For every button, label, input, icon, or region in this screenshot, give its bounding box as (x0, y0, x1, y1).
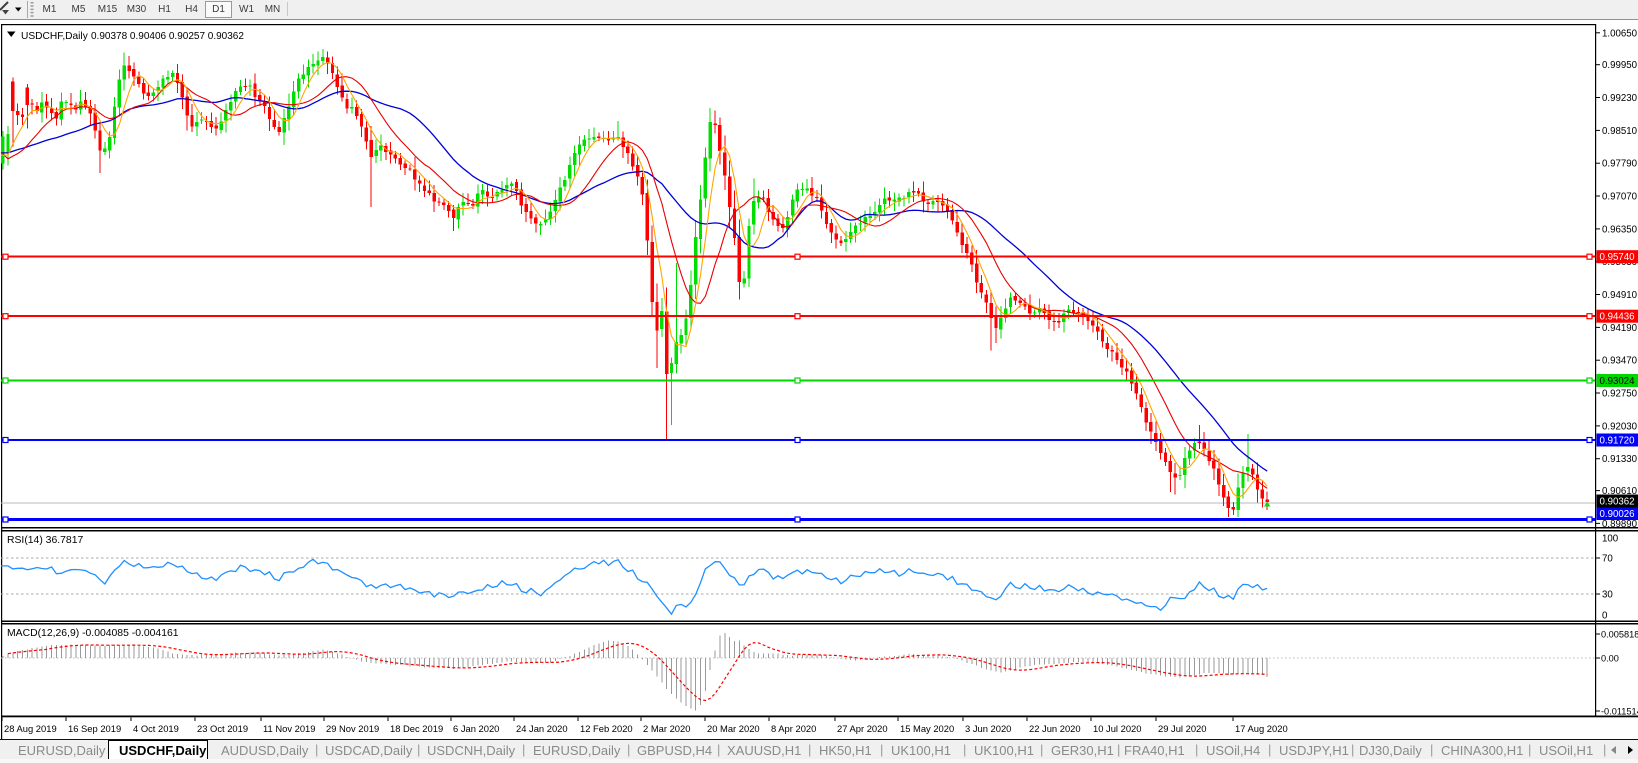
svg-text:0.98510: 0.98510 (1602, 126, 1638, 137)
svg-text:23 Oct 2019: 23 Oct 2019 (197, 723, 248, 734)
svg-text:0.91720: 0.91720 (1600, 436, 1636, 447)
svg-text:10 Jul 2020: 10 Jul 2020 (1093, 723, 1141, 734)
svg-text:USDCHF,Daily: USDCHF,Daily (21, 31, 89, 42)
svg-text:1.00650: 1.00650 (1602, 28, 1638, 39)
svg-text:0.93024: 0.93024 (1600, 376, 1636, 387)
svg-text:0.90026: 0.90026 (1600, 509, 1635, 520)
svg-text:0.95740: 0.95740 (1600, 252, 1636, 263)
svg-text:0.90378 0.90406 0.90257 0.9036: 0.90378 0.90406 0.90257 0.90362 (91, 31, 244, 42)
svg-text:16 Sep 2019: 16 Sep 2019 (68, 723, 121, 734)
svg-text:30: 30 (1602, 590, 1613, 601)
svg-text:0: 0 (1602, 611, 1608, 622)
svg-text:0.91330: 0.91330 (1602, 454, 1638, 465)
svg-text:0.97790: 0.97790 (1602, 159, 1638, 170)
svg-text:0.92030: 0.92030 (1602, 421, 1638, 432)
svg-text:0.94436: 0.94436 (1600, 312, 1635, 323)
svg-text:0.005818: 0.005818 (1601, 630, 1638, 640)
svg-text:3 Jun 2020: 3 Jun 2020 (965, 723, 1011, 734)
svg-text:22 Jun 2020: 22 Jun 2020 (1029, 723, 1081, 734)
svg-text:20 Mar 2020: 20 Mar 2020 (707, 723, 760, 734)
svg-text:12 Feb 2020: 12 Feb 2020 (580, 723, 633, 734)
svg-text:28 Aug 2019: 28 Aug 2019 (4, 723, 57, 734)
svg-text:29 Nov 2019: 29 Nov 2019 (326, 723, 379, 734)
svg-text:0.99950: 0.99950 (1602, 60, 1638, 71)
svg-text:0.90610: 0.90610 (1602, 486, 1638, 497)
svg-text:27 Apr 2020: 27 Apr 2020 (837, 723, 888, 734)
svg-text:-0.011514: -0.011514 (1601, 707, 1638, 717)
svg-text:6 Jan 2020: 6 Jan 2020 (453, 723, 499, 734)
svg-text:0.00: 0.00 (1601, 654, 1619, 664)
svg-text:17 Aug 2020: 17 Aug 2020 (1235, 723, 1288, 734)
svg-text:0.92750: 0.92750 (1602, 389, 1638, 400)
svg-text:24 Jan 2020: 24 Jan 2020 (516, 723, 568, 734)
svg-text:29 Jul 2020: 29 Jul 2020 (1158, 723, 1206, 734)
svg-text:MACD(12,26,9) -0.004085 -0.004: MACD(12,26,9) -0.004085 -0.004161 (7, 628, 179, 639)
svg-text:4 Oct 2019: 4 Oct 2019 (133, 723, 179, 734)
svg-text:0.94190: 0.94190 (1602, 323, 1638, 334)
svg-text:15 May 2020: 15 May 2020 (900, 723, 954, 734)
svg-text:RSI(14) 36.7817: RSI(14) 36.7817 (7, 535, 83, 546)
svg-text:8 Apr 2020: 8 Apr 2020 (771, 723, 816, 734)
svg-text:0.96350: 0.96350 (1602, 224, 1638, 235)
svg-text:0.99230: 0.99230 (1602, 93, 1638, 104)
svg-text:0.89890: 0.89890 (1602, 519, 1638, 530)
svg-text:11 Nov 2019: 11 Nov 2019 (263, 723, 315, 734)
svg-text:0.90362: 0.90362 (1600, 497, 1635, 508)
svg-text:0.94910: 0.94910 (1602, 290, 1638, 301)
svg-text:18 Dec 2019: 18 Dec 2019 (390, 723, 443, 734)
svg-text:2 Mar 2020: 2 Mar 2020 (643, 723, 690, 734)
svg-text:0.97070: 0.97070 (1602, 192, 1638, 203)
svg-text:70: 70 (1602, 554, 1613, 565)
svg-text:100: 100 (1602, 534, 1619, 545)
svg-text:0.93470: 0.93470 (1602, 356, 1638, 367)
